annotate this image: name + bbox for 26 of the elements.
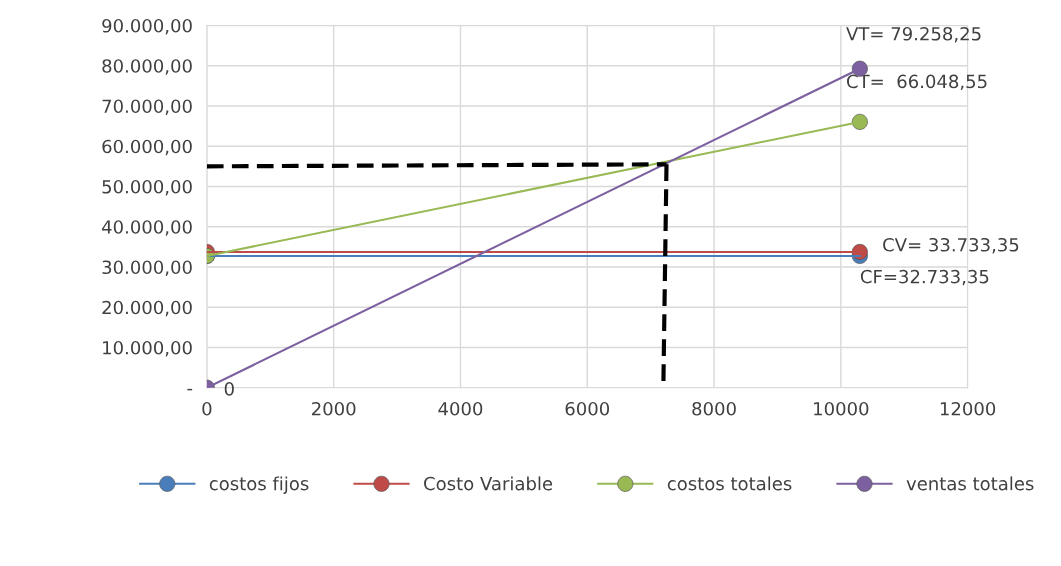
legend-label: Costo Variable bbox=[424, 476, 553, 491]
y-tick-label: 20.000,00 bbox=[102, 300, 192, 317]
legend-label: costos totales bbox=[667, 476, 792, 491]
x-tick-label: 12000 bbox=[940, 401, 996, 416]
x-tick-label: 4000 bbox=[438, 401, 483, 416]
x-tick-label: 10000 bbox=[814, 401, 869, 416]
y-tick-label: 60.000,00 bbox=[102, 139, 192, 156]
y-tick-label: 10.000,00 bbox=[103, 340, 192, 357]
data-label: CF=32.733,35 bbox=[860, 269, 989, 286]
data-label: 0 bbox=[224, 382, 234, 396]
y-tick-label: 70.000,00 bbox=[102, 99, 192, 115]
x-tick-label: 2000 bbox=[312, 401, 356, 416]
y-tick-label: 80.000,00 bbox=[102, 59, 192, 75]
x-tick-label: 6000 bbox=[565, 401, 610, 416]
data-label: CV= 33.733,35 bbox=[883, 237, 1019, 254]
x-tick-label: 0 bbox=[202, 401, 212, 416]
legend-label: ventas totales bbox=[906, 476, 1034, 491]
y-tick-label: 90.000,00 bbox=[102, 18, 192, 35]
y-tick-label: 50.000,00 bbox=[102, 179, 192, 196]
y-tick-label: - bbox=[187, 388, 193, 391]
data-label: CT= 66.048,55 bbox=[846, 74, 987, 91]
x-tick-label: 8000 bbox=[692, 401, 736, 416]
legend-label: costos fijos bbox=[209, 476, 309, 494]
y-tick-label: 40.000,00 bbox=[102, 220, 192, 236]
y-tick-label: 30.000,00 bbox=[102, 260, 192, 276]
data-label: VT= 79.258,25 bbox=[846, 26, 981, 43]
